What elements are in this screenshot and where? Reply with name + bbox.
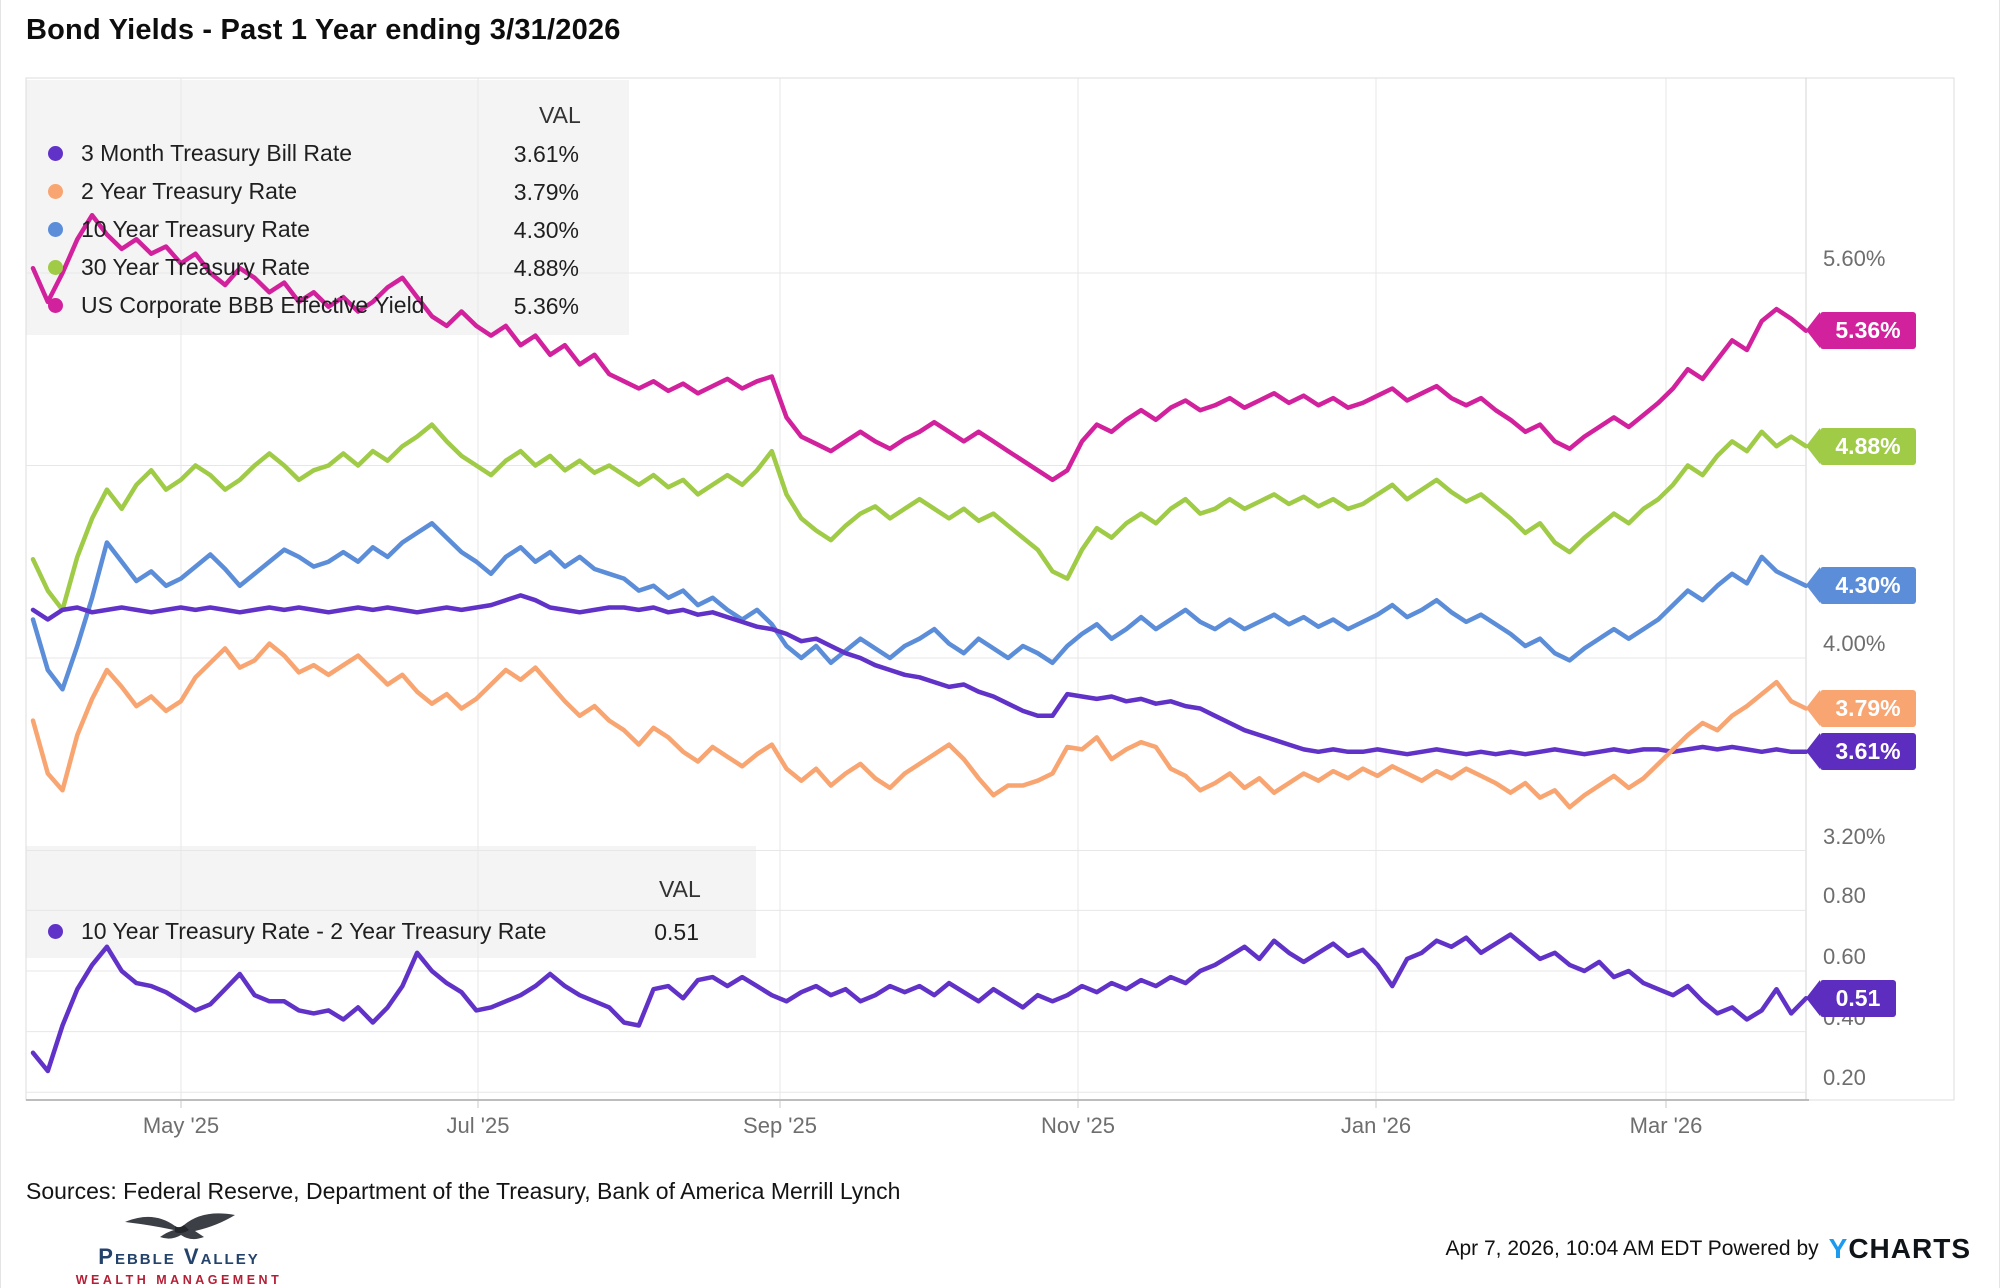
series-dot-icon bbox=[48, 183, 63, 199]
y-axis-tick-label: 4.00% bbox=[1823, 631, 1886, 656]
series-dot-icon bbox=[48, 145, 63, 161]
bottom-legend-background bbox=[26, 846, 756, 958]
series-line bbox=[30, 212, 1809, 483]
series-dot-icon bbox=[48, 221, 63, 237]
val-column-header: VAL bbox=[539, 102, 581, 128]
legend-item: 3 Month Treasury Bill Rate bbox=[48, 134, 352, 172]
series-line bbox=[30, 422, 1809, 613]
legend-item-value: 3.79% bbox=[513, 179, 579, 205]
page-title: Bond Yields - Past 1 Year ending 3/31/20… bbox=[26, 14, 621, 46]
legend-item-label: 3 Month Treasury Bill Rate bbox=[81, 139, 353, 166]
y-axis-tick-label: 0.80 bbox=[1823, 883, 1866, 909]
logo-title: Pebble Valley bbox=[98, 1244, 260, 1269]
timestamp-text: Apr 7, 2026, 10:04 AM EDT Powered by bbox=[1445, 1237, 1819, 1260]
series-dot-icon bbox=[48, 923, 63, 939]
legend-item: 2 Year Treasury Rate bbox=[48, 172, 297, 210]
legend-item-label: US Corporate BBB Effective Yield bbox=[81, 291, 425, 318]
legend-item: 30 Year Treasury Rate bbox=[48, 248, 310, 286]
legend-item-label: 10 Year Treasury Rate bbox=[81, 215, 310, 242]
x-axis-tick-label: Sep '25 bbox=[743, 1113, 817, 1138]
val-column-header: VAL bbox=[659, 876, 701, 902]
top-legend-background bbox=[26, 80, 629, 335]
legend-item-label: 10 Year Treasury Rate - 2 Year Treasury … bbox=[81, 917, 547, 944]
ycharts-y-glyph: Y bbox=[1828, 1233, 1849, 1264]
x-axis-tick-label: Jul '25 bbox=[446, 1113, 510, 1138]
value-pill: 5.36% bbox=[1806, 312, 1916, 350]
legend-item-label: 30 Year Treasury Rate bbox=[81, 253, 310, 280]
y-axis-tick-label: 0.20 bbox=[1823, 1065, 1866, 1091]
ycharts-logo: YCHARTS bbox=[1829, 1233, 1971, 1265]
value-pill: 4.88% bbox=[1806, 427, 1916, 465]
x-axis-tick-label: Nov '25 bbox=[1041, 1113, 1115, 1138]
legend-item-value: 5.36% bbox=[513, 293, 579, 319]
y-axis-tick-label: 5.60% bbox=[1823, 246, 1886, 271]
footer-attribution: Apr 7, 2026, 10:04 AM EDT Powered by YCH… bbox=[1445, 1233, 1971, 1265]
y-axis-tick-label: 3.20% bbox=[1823, 823, 1886, 849]
ycharts-wordmark: CHARTS bbox=[1848, 1233, 1971, 1264]
series-line bbox=[30, 932, 1809, 1074]
x-axis-tick-label: Jan '26 bbox=[1340, 1113, 1412, 1138]
series-line bbox=[30, 641, 1809, 810]
legend-item-label: 2 Year Treasury Rate bbox=[81, 177, 298, 204]
series-dot-icon bbox=[48, 297, 63, 313]
value-pill: 3.79% bbox=[1806, 690, 1916, 728]
x-axis-tick-label: Mar '26 bbox=[1629, 1113, 1703, 1138]
value-pill: 3.61% bbox=[1806, 733, 1916, 771]
legend-item: US Corporate BBB Effective Yield bbox=[48, 286, 424, 324]
y-axis-tick-label: 0.60 bbox=[1823, 944, 1866, 969]
legend-item-value: 4.30% bbox=[513, 217, 579, 243]
legend-item-value: 3.61% bbox=[513, 141, 579, 167]
legend-item: 10 Year Treasury Rate bbox=[48, 210, 310, 248]
pebble-valley-logo: Pebble Valley WEALTH MANAGEMENT bbox=[59, 1208, 299, 1287]
series-line bbox=[30, 521, 1809, 692]
legend-item: 10 Year Treasury Rate - 2 Year Treasury … bbox=[48, 912, 546, 950]
logo-subtitle: WEALTH MANAGEMENT bbox=[75, 1273, 283, 1287]
series-line bbox=[30, 593, 1809, 757]
x-axis-tick-label: May '25 bbox=[142, 1113, 220, 1138]
eagle-icon bbox=[125, 1213, 235, 1240]
legend-item-value: 0.51 bbox=[654, 919, 699, 945]
value-pill: 4.30% bbox=[1806, 567, 1916, 605]
series-dot-icon bbox=[48, 259, 63, 275]
sources-text: Sources: Federal Reserve, Department of … bbox=[26, 1178, 901, 1204]
legend-item-value: 4.88% bbox=[513, 255, 579, 281]
value-pill: 0.51 bbox=[1806, 979, 1896, 1017]
